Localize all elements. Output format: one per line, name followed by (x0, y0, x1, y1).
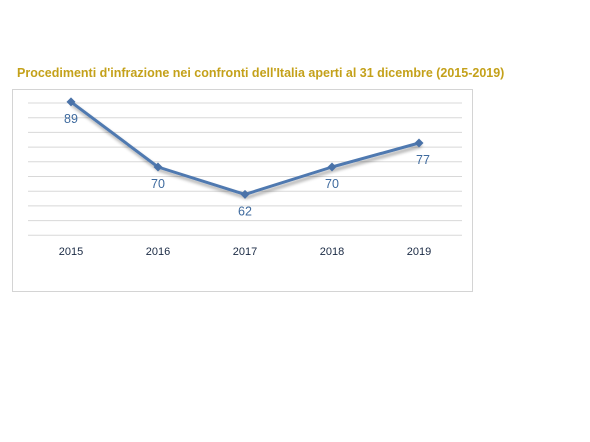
data-label: 89 (64, 112, 78, 126)
data-point-marker (414, 138, 424, 148)
data-point-marker (66, 97, 76, 107)
x-tick-label: 2016 (146, 246, 170, 258)
x-tick-label: 2015 (59, 246, 83, 258)
data-label: 70 (325, 177, 339, 191)
line-chart: 89 70 62 70 77 2015 2016 2017 2018 2019 (28, 97, 462, 258)
data-point-marker (153, 162, 163, 172)
data-labels: 89 70 62 70 77 (64, 112, 430, 218)
data-label: 62 (238, 204, 252, 218)
gridlines (28, 102, 462, 236)
chart-frame: 89 70 62 70 77 2015 2016 2017 2018 2019 (12, 89, 473, 292)
data-point-marker (327, 162, 337, 172)
series-group (66, 97, 424, 199)
x-tick-label: 2019 (407, 246, 431, 258)
data-point-marker (240, 189, 250, 199)
x-tick-label: 2017 (233, 246, 257, 258)
series-line (69, 100, 421, 196)
x-axis-ticks: 2015 2016 2017 2018 2019 (59, 246, 431, 258)
data-label: 70 (151, 177, 165, 191)
data-label: 77 (416, 153, 430, 167)
x-tick-label: 2018 (320, 246, 344, 258)
chart-title: Procedimenti d'infrazione nei confronti … (17, 66, 505, 80)
